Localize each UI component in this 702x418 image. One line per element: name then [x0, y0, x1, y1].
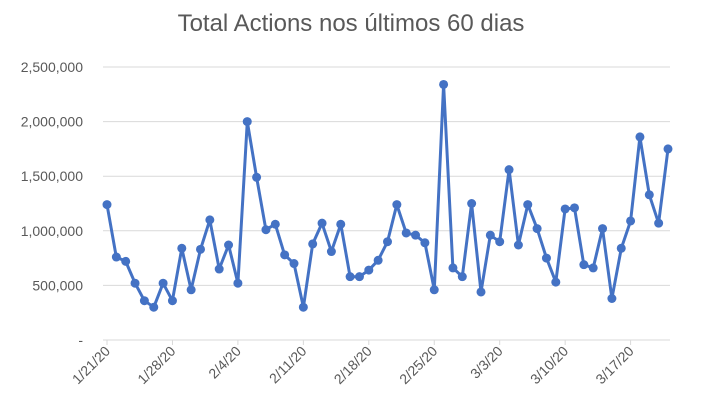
data-point [167, 296, 177, 306]
data-point [289, 259, 299, 269]
x-tick-label: 3/3/20 [467, 343, 506, 382]
data-point [345, 272, 355, 282]
data-point [476, 287, 486, 297]
data-point [308, 239, 318, 249]
data-point [560, 204, 570, 214]
data-point [513, 240, 523, 250]
data-point [326, 247, 336, 257]
data-point [401, 228, 411, 238]
data-point [270, 219, 280, 229]
data-point [336, 219, 346, 229]
data-point [261, 225, 271, 235]
data-point [439, 79, 449, 89]
x-axis: 1/21/20 1/28/20 2/4/20 2/11/20 2/18/20 2/25/2… [69, 340, 637, 387]
data-point [448, 263, 458, 273]
data-point [598, 224, 608, 234]
y-tick-label: 500,000 [32, 277, 83, 293]
data-point [177, 243, 187, 253]
data-point [532, 224, 542, 234]
data-point [139, 296, 149, 306]
data-point [373, 255, 383, 265]
data-point [317, 218, 327, 228]
data-point [523, 200, 533, 210]
x-tick-label: 2/25/20 [396, 343, 440, 387]
data-point [485, 230, 495, 240]
data-point [196, 244, 205, 254]
data-point [111, 252, 121, 262]
x-tick-label: 2/11/20 [266, 343, 310, 387]
data-point [233, 278, 243, 288]
data-point [635, 132, 645, 142]
data-point [495, 237, 505, 247]
data-point [121, 256, 131, 266]
y-tick-label: 2,500,000 [21, 59, 83, 75]
y-tick-label: 1,000,000 [21, 223, 83, 239]
data-point [186, 285, 196, 295]
data-point [242, 117, 252, 127]
data-point [411, 230, 421, 240]
x-tick-label: 1/28/20 [134, 343, 178, 387]
data-point [130, 278, 140, 288]
series-line [105, 83, 670, 309]
data-point [644, 190, 654, 200]
data-point [102, 200, 112, 210]
series-group [102, 79, 673, 312]
data-point [392, 200, 402, 210]
x-tick-label: 1/21/20 [69, 343, 113, 387]
data-point [354, 272, 364, 282]
data-point [420, 238, 430, 248]
x-tick-label: 2/4/20 [205, 343, 244, 382]
data-point [224, 240, 234, 250]
y-axis: - 500,000 1,000,000 1,500,000 2,000,000 2,500… [21, 59, 84, 348]
chart-title: Total Actions nos últimos 60 dias [177, 10, 525, 37]
data-point [588, 263, 598, 273]
data-point [551, 277, 561, 287]
data-point [280, 250, 290, 260]
data-point [158, 278, 168, 288]
data-point [457, 272, 467, 282]
data-point [570, 203, 579, 213]
x-tick-label: 3/10/20 [527, 343, 571, 387]
data-point [467, 199, 477, 208]
data-point [654, 218, 664, 228]
x-tick-label: 2/18/20 [331, 343, 375, 387]
y-tick-label: 1,500,000 [21, 168, 83, 184]
data-point [626, 216, 636, 226]
data-point [205, 215, 215, 225]
data-point [214, 264, 224, 274]
data-point [541, 253, 551, 263]
data-point [579, 260, 589, 270]
data-point [429, 285, 439, 295]
data-point [149, 302, 159, 312]
x-tick-label: 3/17/20 [592, 343, 636, 387]
data-point [504, 165, 514, 175]
data-point [663, 144, 673, 154]
gridlines [103, 66, 670, 286]
data-point [607, 294, 617, 304]
data-point [252, 172, 262, 182]
data-point [383, 237, 392, 247]
data-point [616, 243, 626, 253]
data-point [298, 302, 308, 312]
y-tick-label: - [78, 332, 83, 348]
data-point [364, 265, 374, 275]
y-tick-label: 2,000,000 [21, 114, 83, 130]
